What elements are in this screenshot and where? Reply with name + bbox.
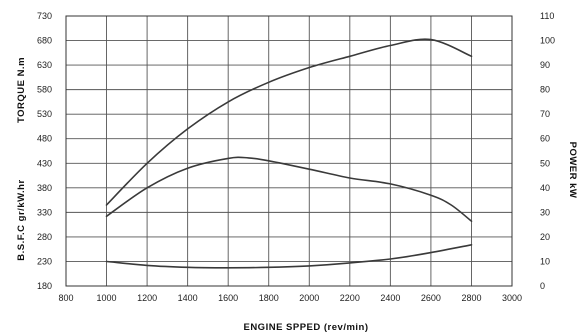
y-right-tick-label: 80 [540, 85, 550, 95]
y-left-tick-label: 580 [37, 85, 52, 95]
curve-lower [105, 244, 473, 269]
x-tick-label: 1800 [259, 293, 279, 303]
x-tick-label: 800 [58, 293, 73, 303]
x-tick-label: 2800 [461, 293, 481, 303]
y-axis-title-power: POWER kW [567, 142, 578, 199]
y-axis-title-torque: TORQUE N.m [16, 57, 27, 123]
x-tick-label: 2000 [299, 293, 319, 303]
y-right-tick-label: 50 [540, 158, 550, 168]
y-right-tick-label: 110 [540, 11, 554, 21]
curves [105, 38, 473, 269]
y-left-tick-label: 280 [37, 232, 52, 242]
y-left-tick-label: 180 [37, 281, 52, 291]
y-right-tick-label: 90 [540, 60, 550, 70]
y-right-tick-label: 40 [540, 183, 550, 193]
x-tick-label: 2200 [340, 293, 360, 303]
x-tick-label: 2400 [380, 293, 400, 303]
y-left-tick-label: 230 [37, 256, 52, 266]
y-right-tick-label: 20 [540, 232, 550, 242]
y-left-tick-label: 430 [37, 158, 52, 168]
x-tick-label: 3000 [502, 293, 522, 303]
y-left-tick-label: 480 [37, 134, 52, 144]
grid [65, 15, 513, 287]
y-left-tick-label: 680 [37, 36, 52, 46]
y-left-tick-label: 630 [37, 60, 52, 70]
curve-upper [105, 38, 473, 206]
y-right-tick-label: 60 [540, 134, 550, 144]
x-tick-label: 1400 [178, 293, 198, 303]
y-left-tick-label: 530 [37, 109, 52, 119]
y-axis-title-bsfc: B.S.F.C gr/kW.hr [16, 179, 27, 260]
x-tick-label: 1000 [97, 293, 117, 303]
x-tick-label: 2600 [421, 293, 441, 303]
curve-middle [105, 156, 473, 222]
x-tick-label: 1200 [137, 293, 157, 303]
y-right-tick-label: 10 [540, 256, 550, 266]
y-right-tick-label: 30 [540, 207, 550, 217]
plot-frame [65, 15, 513, 287]
x-axis-title: ENGINE SPPED (rev/min) [243, 322, 368, 333]
y-left-tick-label: 730 [37, 11, 52, 21]
y-left-tick-label: 380 [37, 183, 52, 193]
y-left-tick-label: 330 [37, 207, 52, 217]
y-right-tick-label: 70 [540, 109, 550, 119]
tick-labels: 800 1000 1200 1400 1600 1800 2000 2200 2400 2600 2… [37, 11, 555, 303]
x-tick-label: 1600 [218, 293, 238, 303]
y-right-tick-label: 100 [540, 36, 555, 46]
y-right-tick-label: 0 [540, 281, 545, 291]
